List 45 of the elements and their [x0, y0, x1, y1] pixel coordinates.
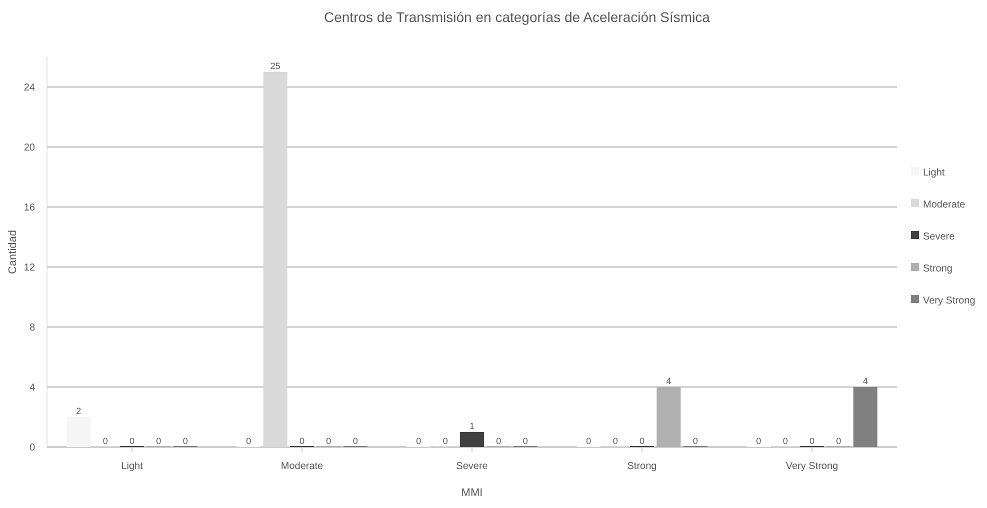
data-label: 0: [352, 436, 358, 446]
legend-label: Very Strong: [923, 296, 976, 306]
data-label: 2: [76, 406, 82, 416]
y-tick-label: 24: [24, 82, 36, 94]
data-label: 0: [442, 436, 448, 446]
y-tick-label: 12: [24, 262, 36, 274]
data-label: 0: [326, 436, 332, 446]
data-label: 1: [469, 421, 475, 431]
y-tick-label: 8: [29, 322, 36, 334]
data-label: 0: [156, 436, 162, 446]
legend-label: Severe: [923, 232, 956, 242]
data-label: 0: [102, 436, 108, 446]
y-tick-label: 20: [24, 142, 36, 154]
data-label: 4: [862, 376, 868, 386]
legend-label: Moderate: [923, 200, 966, 210]
data-label: 0: [496, 436, 502, 446]
x-tick-label: Moderate: [280, 461, 324, 472]
data-label: 0: [692, 436, 698, 446]
legend-label: Light: [923, 168, 945, 178]
data-label: 0: [586, 436, 592, 446]
x-tick-label: Very Strong: [786, 461, 838, 472]
data-label: 0: [782, 436, 788, 446]
x-tick-label: Light: [121, 461, 144, 472]
data-label: 0: [639, 436, 645, 446]
chart-title: Centros de Transmisión en categorías de Aceleración Sísmica: [324, 9, 710, 25]
x-tick-label: Strong: [627, 461, 657, 472]
y-axis-title: Cantidad: [7, 230, 19, 274]
legend-label: Strong: [923, 264, 952, 274]
data-label: 0: [809, 436, 815, 446]
data-label: 25: [270, 61, 280, 71]
y-tick-label: 16: [24, 202, 36, 214]
data-label: 0: [182, 436, 188, 446]
data-label: 0: [756, 436, 762, 446]
y-tick-label: 4: [29, 382, 36, 394]
data-label: 0: [129, 436, 135, 446]
data-label: 0: [522, 436, 528, 446]
y-tick-label: 0: [29, 442, 36, 454]
x-tick-label: Severe: [456, 461, 488, 472]
data-label: 0: [299, 436, 305, 446]
data-label: 0: [246, 436, 252, 446]
data-label: 0: [836, 436, 842, 446]
data-label: 0: [416, 436, 422, 446]
data-label: 4: [666, 376, 672, 386]
data-label: 0: [612, 436, 618, 446]
x-axis-title: MMI: [461, 487, 483, 499]
